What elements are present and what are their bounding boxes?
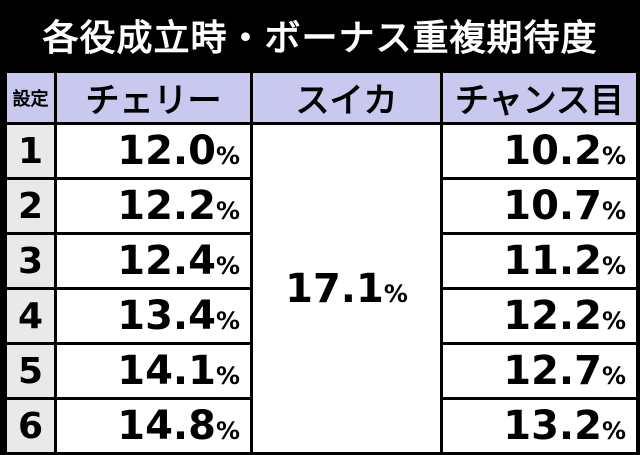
percent-sign: % — [215, 197, 240, 225]
chance-value: 12.7 — [503, 348, 602, 394]
table-row: 4 13.4% 12.2% — [4, 287, 639, 345]
setting-cell: 1 — [4, 122, 57, 180]
setting-cell: 5 — [4, 342, 57, 400]
percent-sign: % — [601, 362, 626, 390]
table-row: 6 14.8% 13.2% — [4, 397, 639, 455]
percent-sign: % — [601, 197, 626, 225]
cherry-cell: 12.0% — [54, 122, 253, 180]
cherry-cell: 13.4% — [54, 287, 253, 345]
percent-sign: % — [215, 252, 240, 280]
percent-sign: % — [215, 362, 240, 390]
table-row: 5 14.1% 12.7% — [4, 342, 639, 400]
cherry-value: 12.4 — [117, 238, 216, 284]
setting-cell: 6 — [4, 397, 57, 455]
cherry-cell: 12.2% — [54, 177, 253, 235]
chance-value: 13.2 — [503, 403, 602, 449]
cherry-cell: 12.4% — [54, 232, 253, 290]
chance-cell: 12.2% — [440, 287, 639, 345]
header-setting: 設定 — [4, 70, 57, 125]
percent-sign: % — [215, 417, 240, 445]
table-row: 3 12.4% 11.2% — [4, 232, 639, 290]
percent-sign: % — [215, 142, 240, 170]
table-row: 1 12.0% 17.1% 10.2% — [4, 122, 639, 455]
header-chance: チャンス目 — [440, 70, 639, 125]
chance-cell: 13.2% — [440, 397, 639, 455]
chance-value: 11.2 — [503, 238, 602, 284]
chance-cell: 10.7% — [440, 177, 639, 235]
percent-sign: % — [215, 307, 240, 335]
setting-cell: 2 — [4, 177, 57, 235]
header-cherry: チェリー — [54, 70, 253, 125]
cherry-value: 12.2 — [117, 183, 216, 229]
cherry-cell: 14.1% — [54, 342, 253, 400]
page-title: 各役成立時・ボーナス重複期待度 — [42, 18, 598, 59]
percent-sign: % — [601, 142, 626, 170]
chance-cell: 11.2% — [440, 232, 639, 290]
cherry-value: 14.8 — [117, 403, 216, 449]
chance-cell: 12.7% — [440, 342, 639, 400]
header-suika: スイカ — [250, 70, 443, 125]
table-row: 2 12.2% 10.7% — [4, 177, 639, 235]
cherry-value: 13.4 — [117, 293, 216, 339]
chance-cell: 10.2% — [440, 122, 639, 180]
suika-value: 17.1 — [285, 265, 384, 312]
cherry-value: 14.1 — [117, 348, 216, 394]
suika-cell: 17.1% — [250, 122, 443, 455]
cherry-value: 12.0 — [117, 128, 216, 174]
probability-table: 設定 チェリー スイカ チャンス目 1 12.0% 17.1% 10.2% 2 … — [4, 70, 639, 455]
percent-sign: % — [601, 417, 626, 445]
percent-sign: % — [383, 279, 408, 308]
setting-cell: 4 — [4, 287, 57, 345]
cherry-cell: 14.8% — [54, 397, 253, 455]
percent-sign: % — [601, 307, 626, 335]
chance-value: 10.7 — [503, 183, 602, 229]
setting-cell: 3 — [4, 232, 57, 290]
chance-value: 12.2 — [503, 293, 602, 339]
chance-value: 10.2 — [503, 128, 602, 174]
percent-sign: % — [601, 252, 626, 280]
header-row: 設定 チェリー スイカ チャンス目 — [4, 70, 639, 125]
